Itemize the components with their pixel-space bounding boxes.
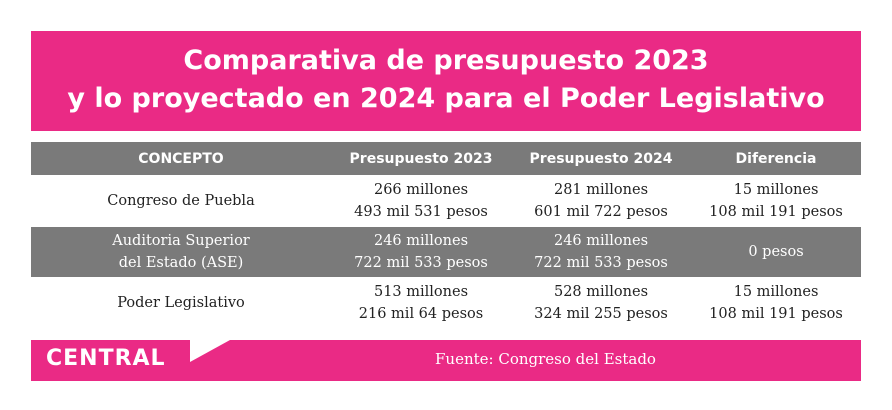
cell-line: 108 mil 191 pesos <box>709 306 843 322</box>
cell-line: 246 millones <box>553 233 649 249</box>
cell-line: 722 mil 533 pesos <box>534 255 668 271</box>
cell-line: 15 millones <box>733 284 819 300</box>
cell-line: 601 mil 722 pesos <box>534 204 668 220</box>
cell-line: Poder Legislativo <box>117 295 245 311</box>
cell-presupuesto-2024: 246 millones 722 mil 533 pesos <box>511 227 691 277</box>
cell-concepto: Auditoria Superior del Estado (ASE) <box>31 227 331 277</box>
cell-line: 281 millones <box>553 182 649 198</box>
header-presupuesto-2024: Presupuesto 2024 <box>529 150 673 167</box>
title-line-2: y lo proyectado en 2024 para el Poder Le… <box>67 83 825 114</box>
cell-line: 0 pesos <box>748 244 804 260</box>
cell-line: 493 mil 531 pesos <box>354 204 488 220</box>
cell-diferencia: 15 millones 108 mil 191 pesos <box>691 175 861 227</box>
cell-presupuesto-2024: 281 millones 601 mil 722 pesos <box>511 175 691 227</box>
source-note: Fuente: Congreso del Estado <box>435 350 656 368</box>
cell-line: 324 mil 255 pesos <box>534 306 668 322</box>
footer-banner <box>31 340 861 381</box>
cell-line: 266 millones <box>373 182 469 198</box>
cell-presupuesto-2023: 513 millones 216 mil 64 pesos <box>331 277 511 329</box>
cell-line: Auditoria Superior <box>112 233 250 249</box>
header-diferencia: Diferencia <box>735 150 817 167</box>
cell-line: 513 millones <box>373 284 469 300</box>
cell-diferencia: 15 millones 108 mil 191 pesos <box>691 277 861 329</box>
table-row: Poder Legislativo 513 millones 216 mil 6… <box>31 277 861 329</box>
cell-line: del Estado (ASE) <box>118 255 244 271</box>
cell-line: 722 mil 533 pesos <box>354 255 488 271</box>
table-header-row: CONCEPTO Presupuesto 2023 Presupuesto 20… <box>31 142 861 175</box>
cell-presupuesto-2023: 246 millones 722 mil 533 pesos <box>331 227 511 277</box>
cell-line: 528 millones <box>553 284 649 300</box>
cell-line: 108 mil 191 pesos <box>709 204 843 220</box>
cell-line: 246 millones <box>373 233 469 249</box>
cell-line: 216 mil 64 pesos <box>358 306 484 322</box>
header-concepto: CONCEPTO <box>138 150 224 167</box>
cell-diferencia: 0 pesos <box>691 227 861 277</box>
title-banner: Comparativa de presupuesto 2023 y lo pro… <box>31 31 861 131</box>
cell-concepto: Poder Legislativo <box>31 277 331 329</box>
table-row: Auditoria Superior del Estado (ASE) 246 … <box>31 227 861 277</box>
cell-line: Congreso de Puebla <box>107 193 255 209</box>
header-presupuesto-2023: Presupuesto 2023 <box>349 150 493 167</box>
title-line-1: Comparativa de presupuesto 2023 <box>183 45 709 76</box>
central-logo: CENTRAL <box>46 346 166 371</box>
budget-table: CONCEPTO Presupuesto 2023 Presupuesto 20… <box>31 142 861 329</box>
cell-concepto: Congreso de Puebla <box>31 175 331 227</box>
cell-presupuesto-2024: 528 millones 324 mil 255 pesos <box>511 277 691 329</box>
cell-line: 15 millones <box>733 182 819 198</box>
cell-presupuesto-2023: 266 millones 493 mil 531 pesos <box>331 175 511 227</box>
table-row: Congreso de Puebla 266 millones 493 mil … <box>31 175 861 227</box>
